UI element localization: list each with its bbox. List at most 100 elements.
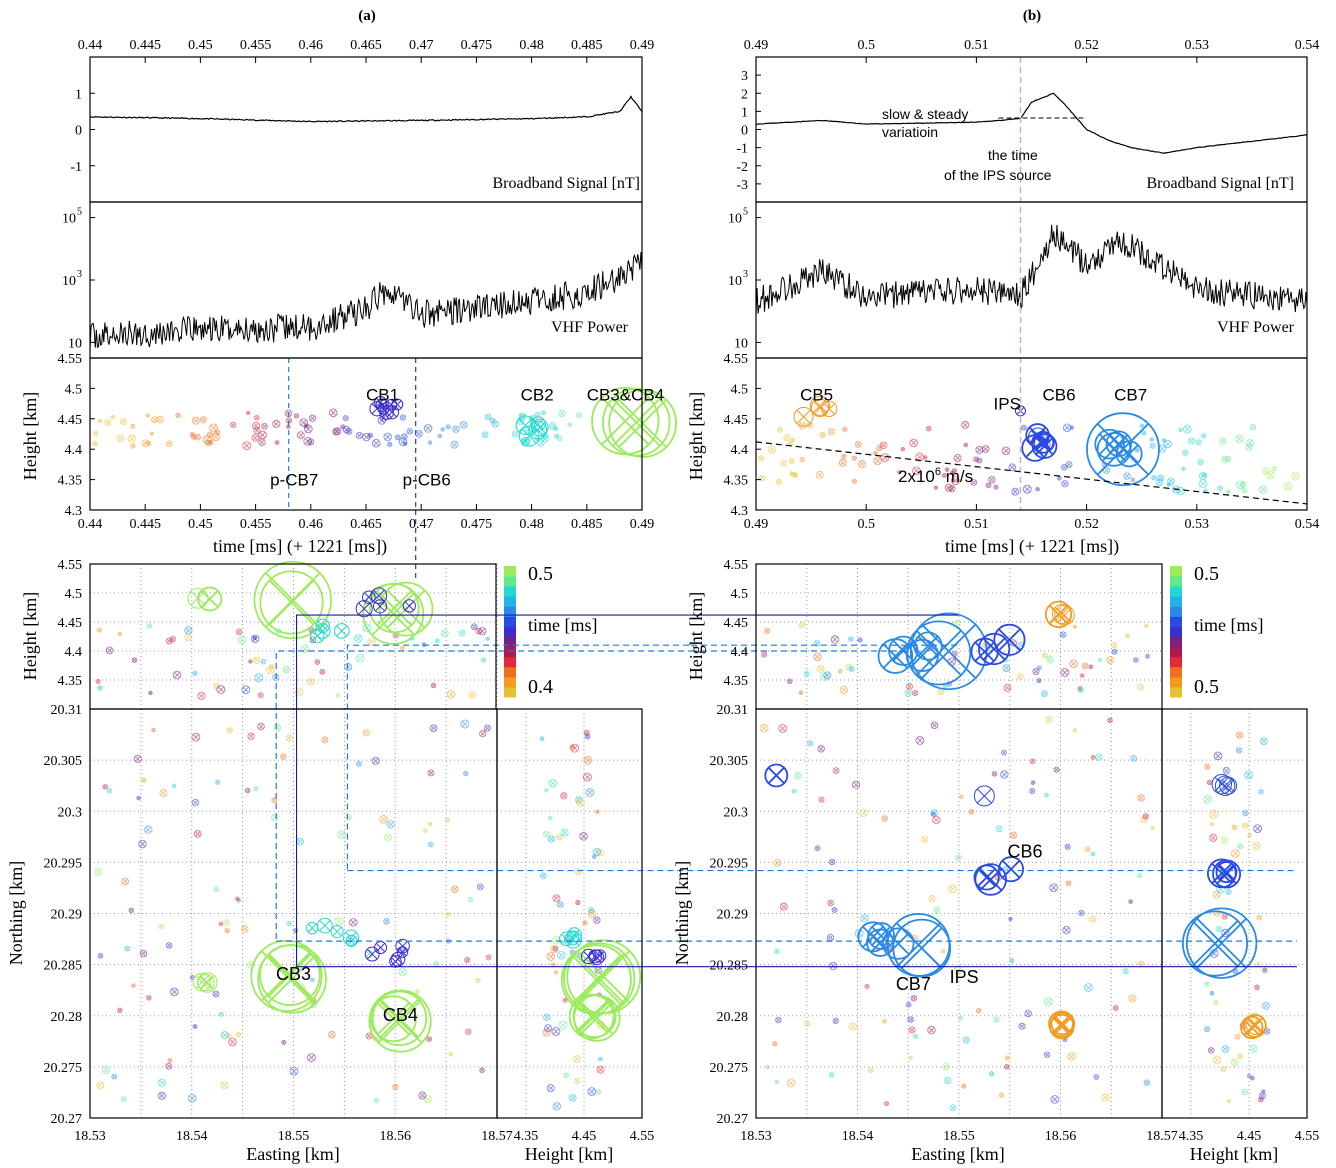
b-ht-small-source-4-ring: [1181, 466, 1186, 471]
b-height-small-source-19: [848, 636, 854, 642]
easting-label-b: Easting [km]: [911, 1144, 1004, 1164]
a-ht-small-source-93-ring: [567, 422, 573, 427]
a-map-small-source-58-ring: [212, 990, 220, 998]
a-ht-small-source-66: [127, 434, 136, 443]
a-map-small-source-31-cross-b: [134, 756, 141, 762]
a-map-small-source-17-cross-b: [430, 725, 437, 731]
a-map-small-source-105-ring: [124, 945, 131, 952]
b-side-small-source-32-cross-b: [1261, 1089, 1265, 1094]
a-northing-tick-label: 20.275: [44, 1061, 83, 1076]
a-map-small-source-2-cross-b: [428, 842, 433, 847]
b-height-small-source-22-ring: [1136, 683, 1145, 691]
a-map-small-source-61-cross-b: [475, 978, 480, 983]
a-height-small-source-27: [294, 687, 304, 697]
b-map-small-source-53-cross-b: [1089, 916, 1096, 922]
a-height-small-source-17: [367, 637, 376, 647]
b-ht-small-source-72: [873, 450, 878, 456]
a-side-small-source-14-ring: [560, 828, 569, 837]
b-ht-small-source-56: [758, 474, 766, 482]
a-ht-small-source-87-ring: [481, 431, 489, 439]
a-ht-small-source-6: [423, 424, 433, 433]
a-height-small-source-37: [131, 657, 138, 663]
b-side-small-source-22-ring: [1262, 967, 1268, 973]
b-map-small-source-99-ring: [791, 788, 797, 794]
b-height-small-source-47-ring: [764, 627, 771, 634]
a-height-small-source-17-ring: [367, 637, 376, 647]
b-map-small-source-34: [949, 1104, 957, 1112]
b-colorbar-swatch: [1170, 586, 1182, 597]
a-height-cb1-4-ring: [370, 587, 388, 604]
a-ht-small-source-62-cross-b: [460, 422, 467, 428]
a-map-small-source-88-ring: [281, 1039, 287, 1045]
b-height-small-source-7-cross-b: [1004, 685, 1011, 691]
a-map-small-source-106: [215, 779, 221, 785]
a-height-small-source-27-cross-b: [296, 689, 303, 696]
b-easting-tick-label: 18.56: [1045, 1129, 1077, 1144]
b-map-small-source-103: [1064, 843, 1071, 850]
a-ht-small-source-67: [537, 439, 545, 447]
a-side-small-source-51: [547, 835, 556, 843]
b-height-small-source-3-cross-b: [831, 636, 838, 643]
a-height-small-source-58: [458, 629, 466, 637]
b-map-small-source-69-ring: [913, 1033, 919, 1039]
b-height-small-source-46-ring: [1036, 678, 1042, 684]
b-side-small-source-31: [1249, 1044, 1258, 1054]
a-side-small-source-36-ring: [551, 1027, 561, 1036]
a-ht-small-source-3-cross-b: [356, 433, 362, 439]
b-side-small-source-3-cross-b: [1254, 825, 1261, 832]
b-map-small-source-47-cross-b: [861, 915, 868, 922]
a-map-small-source-67-ring: [220, 1081, 229, 1090]
a-map-small-source-64-cross-b: [480, 1068, 485, 1073]
a-side-small-source-35-cross-b: [547, 1085, 554, 1091]
a-map-small-source-7: [117, 1007, 123, 1013]
b-map-small-source-83-cross-b: [1141, 817, 1147, 823]
a-ht-ytick-label: 4.55: [58, 352, 83, 367]
b-ht-small-source-66: [944, 467, 950, 472]
b-ht-small-source-105-ring: [949, 470, 955, 476]
b-height-small-source-25-cross-b: [912, 690, 918, 696]
b-side-small-source-8-ring: [1222, 766, 1231, 775]
a-side-small-source-25-ring: [582, 920, 588, 926]
a-height-cb2-3-cross-b: [317, 620, 328, 631]
a-ht-small-source-5-cross-b: [438, 434, 442, 438]
b-ht-small-source-76: [1182, 449, 1189, 456]
b-map-small-source-83: [1140, 816, 1148, 824]
b-side-small-source-43-cross-b: [1210, 991, 1214, 995]
a-side-small-source-50: [579, 832, 588, 841]
b-map-cb7-parts-0-ring: [857, 921, 889, 953]
a-map-small-source-9-ring: [460, 719, 470, 729]
a-side-small-source-20-cross-b: [544, 1014, 550, 1020]
b-map-small-source-62: [941, 949, 946, 954]
a-side-small-source-20-ring: [543, 1013, 551, 1021]
a-height-small-source-49-cross-b: [431, 683, 436, 688]
a-map-small-source-3-cross-b: [122, 878, 128, 885]
b-ht-small-source-113: [1198, 471, 1208, 481]
a-height-small-source-12-cross-b: [486, 637, 490, 641]
b-ht-small-source-77-cross-b: [1246, 444, 1252, 450]
a-ht-small-source-90-cross-b: [416, 431, 422, 437]
b-map-small-source-75-ring: [943, 1076, 952, 1085]
b-map-small-source-21-cross-b: [1137, 873, 1142, 878]
b-side-small-source-30-cross-b: [1205, 764, 1210, 769]
b-ht-small-source-59-ring: [1061, 480, 1069, 488]
b-map-small-source-72-ring: [1018, 1022, 1026, 1030]
b-map-small-source-69-cross-b: [913, 1034, 918, 1039]
a-height-small-source-39-cross-b: [320, 669, 325, 674]
a-map-small-source-82-cross-b: [190, 975, 195, 980]
b-ht-ytick-label: 4.45: [724, 413, 749, 428]
b-side-small-source-16-cross-b: [1210, 950, 1218, 957]
a-map-small-source-34-ring: [285, 734, 294, 742]
b-ht-small-source-95-ring: [1065, 461, 1073, 468]
a-height-small-source-0-cross-b: [96, 679, 100, 684]
b-ht-small-source-73-cross-b: [952, 477, 959, 484]
b-map-small-source-88: [961, 1083, 967, 1089]
b-ht-small-source-18-cross-b: [1201, 433, 1206, 438]
a-height-small-source-30: [96, 627, 103, 633]
a-colorbar-swatch: [504, 656, 516, 668]
a-map-small-source-19: [321, 736, 329, 744]
a-map-small-source-48-ring: [334, 916, 344, 926]
a-map-cb2-2: [330, 925, 344, 939]
a-side-small-source-30: [550, 962, 556, 967]
b-ht-small-source-113-ring: [1198, 471, 1208, 481]
b-ht-cb7-large-cross-b: [1096, 423, 1150, 476]
